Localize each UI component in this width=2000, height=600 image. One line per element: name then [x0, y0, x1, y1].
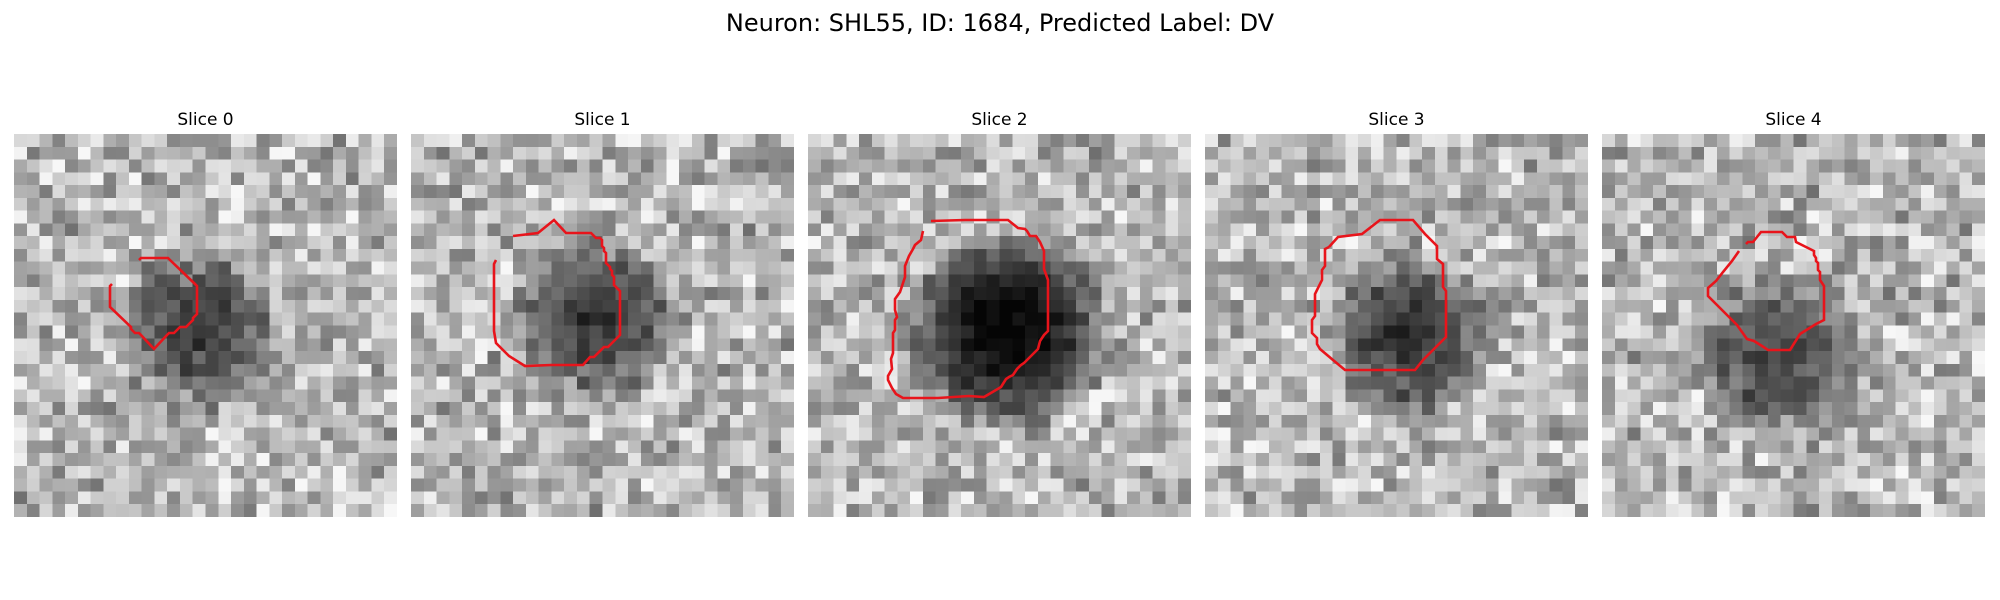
roi-contour-overlay: [1310, 218, 1448, 372]
roi-contour-overlay: [492, 218, 622, 368]
slice-title: Slice 0: [177, 110, 234, 130]
roi-contour: [492, 218, 622, 368]
roi-contour: [1310, 218, 1448, 372]
slice-image: [1205, 134, 1588, 517]
roi-contour-overlay: [108, 256, 199, 351]
slice-title: Slice 2: [971, 110, 1028, 130]
slice-image-frame: [1602, 134, 1985, 517]
slice-image-frame: [808, 134, 1191, 517]
slice-image: [1602, 134, 1985, 517]
roi-contour-overlay: [886, 218, 1050, 400]
slice-title: Slice 1: [574, 110, 631, 130]
slice-panel-0: Slice 0: [14, 108, 397, 517]
roi-contour: [108, 256, 199, 351]
slice-panel-3: Slice 3: [1205, 108, 1588, 517]
slice-title: Slice 3: [1368, 110, 1425, 130]
slice-image-frame: [1205, 134, 1588, 517]
slice-image: [14, 134, 397, 517]
slice-panel-4: Slice 4: [1602, 108, 1985, 517]
roi-contour-overlay: [1706, 230, 1826, 352]
slice-image-frame: [411, 134, 794, 517]
slice-title: Slice 4: [1765, 110, 1822, 130]
roi-contour: [1706, 230, 1826, 352]
slice-image-frame: [14, 134, 397, 517]
slice-image: [411, 134, 794, 517]
slice-image: [808, 134, 1191, 517]
roi-contour: [886, 218, 1050, 400]
slice-panel-2: Slice 2: [808, 108, 1191, 517]
figure-title: Neuron: SHL55, ID: 1684, Predicted Label…: [725, 9, 1275, 37]
slice-panel-1: Slice 1: [411, 108, 794, 517]
